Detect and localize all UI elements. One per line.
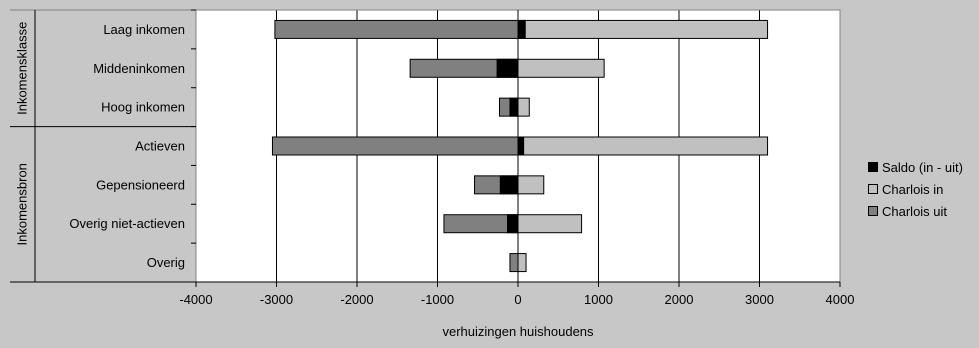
bar-saldo-in-uit [507, 214, 519, 234]
legend-swatch-saldo [868, 162, 878, 172]
category-label: Overig niet-actieven [69, 216, 185, 231]
legend-swatch-charlois-uit [868, 206, 878, 216]
bar-saldo-in-uit [496, 58, 519, 78]
category-label: Hoog inkomen [101, 100, 185, 115]
bar-charlois-in [517, 97, 530, 117]
bar-charlois-in [517, 175, 545, 195]
legend-label-saldo: Saldo (in - uit) [882, 159, 963, 175]
legend-item-charlois-uit: Charlois uit [868, 200, 963, 222]
group-label: Inkomensbron [15, 163, 30, 245]
x-tick-label: -4000 [179, 292, 212, 307]
bar-charlois-in [517, 214, 583, 234]
bar-charlois-uit [274, 19, 519, 39]
x-tick-label: 2000 [665, 292, 694, 307]
legend-swatch-charlois-in [868, 184, 878, 194]
bar-charlois-uit [443, 214, 519, 234]
bar-saldo-in-uit [499, 175, 519, 195]
bar-saldo-in-uit [517, 136, 525, 156]
bar-charlois-in [517, 253, 527, 273]
legend-item-charlois-in: Charlois in [868, 178, 963, 200]
bar-saldo-in-uit [509, 97, 519, 117]
bar-charlois-in [517, 58, 605, 78]
legend: Saldo (in - uit) Charlois in Charlois ui… [868, 156, 963, 222]
bar-charlois-in [517, 19, 769, 39]
x-tick-label: 1000 [584, 292, 613, 307]
x-tick-label: 3000 [745, 292, 774, 307]
x-tick-label: 0 [514, 292, 521, 307]
x-tick-label: -1000 [421, 292, 454, 307]
x-tick-label: -3000 [260, 292, 293, 307]
category-label: Gepensioneerd [96, 177, 185, 192]
bar-charlois-uit [509, 253, 519, 273]
category-area [10, 10, 196, 282]
x-tick-label: -2000 [340, 292, 373, 307]
legend-label-charlois-in: Charlois in [882, 181, 944, 197]
bar-charlois-in [517, 136, 769, 156]
x-axis-title: verhuizingen huishoudens [442, 324, 594, 339]
group-label: Inkomensklasse [15, 22, 30, 115]
category-label: Overig [147, 255, 185, 270]
bar-charlois-uit [271, 136, 519, 156]
category-label: Laag inkomen [103, 22, 185, 37]
bar-saldo-in-uit [517, 19, 526, 39]
category-label: Middeninkomen [93, 61, 185, 76]
legend-item-saldo: Saldo (in - uit) [868, 156, 963, 178]
x-tick-label: 4000 [826, 292, 855, 307]
category-label: Actieven [135, 139, 185, 154]
legend-label-charlois-uit: Charlois uit [882, 203, 948, 219]
